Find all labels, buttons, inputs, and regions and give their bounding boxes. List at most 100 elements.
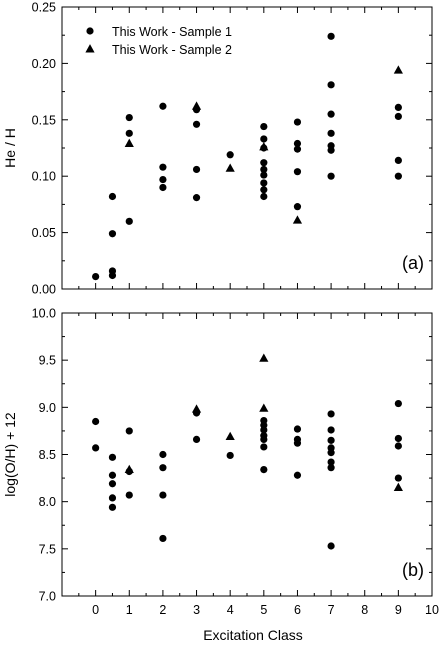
data-point-triangle: [191, 101, 202, 110]
data-point-circle: [125, 113, 133, 122]
legend-label: This Work - Sample 1: [112, 25, 232, 39]
data-point-circle: [125, 129, 133, 137]
data-point-triangle: [124, 138, 134, 147]
data-point-circle: [293, 439, 302, 447]
y-tick-label: 0.15: [32, 113, 56, 127]
data-point-circle: [260, 122, 268, 131]
data-point-circle: [327, 464, 335, 472]
data-point-circle: [260, 171, 268, 179]
x-tick-label: 6: [294, 603, 301, 617]
data-point-circle: [159, 534, 167, 543]
y-tick-label: 8.5: [39, 448, 56, 462]
y-tick-label: 9.0: [39, 401, 56, 415]
x-tick-label: 5: [260, 603, 267, 617]
x-tick-label: 2: [159, 603, 166, 617]
data-point-circle: [260, 192, 268, 201]
data-point-circle: [293, 168, 302, 176]
x-tick-label: 9: [395, 603, 402, 617]
data-point-circle: [394, 103, 402, 111]
data-point-circle: [92, 417, 100, 426]
y-tick-label: 10.0: [32, 307, 56, 321]
data-point-circle: [192, 435, 201, 444]
data-point-circle: [260, 179, 268, 187]
y-tick-label: 0.20: [32, 57, 56, 71]
data-point-circle: [327, 542, 335, 550]
data-point-circle: [260, 135, 268, 143]
data-point-triangle: [259, 353, 269, 362]
legend-label: This Work - Sample 2: [112, 43, 232, 57]
data-point-circle: [327, 110, 335, 118]
x-tick-label: 7: [328, 603, 335, 617]
data-point-triangle: [225, 163, 235, 172]
series-sample-1: [92, 32, 402, 281]
data-point-circle: [327, 146, 335, 154]
data-point-circle: [260, 159, 268, 167]
data-point-circle: [260, 426, 268, 434]
data-point-circle: [394, 442, 402, 450]
data-point-circle: [293, 203, 302, 211]
x-axis-label: Excitation Class: [203, 627, 303, 643]
data-point-circle: [260, 435, 268, 444]
data-point-circle: [293, 471, 302, 479]
y-tick-label: 0.10: [32, 170, 56, 184]
y-tick-label: 9.5: [39, 354, 56, 368]
panel-label: (b): [402, 560, 424, 580]
data-point-circle: [159, 102, 167, 110]
data-point-circle: [327, 172, 335, 180]
data-point-circle: [394, 156, 402, 165]
data-point-circle: [260, 443, 268, 451]
data-point-triangle: [393, 482, 403, 491]
panel-a: 0.00 0.05 0.10 0.15 0.20 0.25 He / H (a) This Wo…: [2, 1, 433, 297]
data-point-circle: [159, 464, 167, 472]
data-point-circle: [125, 491, 133, 499]
data-point-circle: [327, 81, 335, 89]
data-point-circle: [327, 32, 335, 40]
data-point-circle: [159, 175, 167, 184]
y-axis-label: He / H: [2, 128, 18, 168]
legend: This Work - Sample 1 This Work - Sample 2: [85, 25, 232, 57]
data-point-circle: [108, 271, 117, 280]
data-point-circle: [226, 451, 234, 460]
panel-label: (a): [402, 253, 424, 273]
data-point-circle: [394, 112, 402, 121]
data-point-triangle: [292, 215, 303, 224]
data-point-circle: [293, 118, 302, 126]
data-point-circle: [327, 129, 335, 137]
data-point-circle: [394, 399, 402, 408]
y-axis-label: log(O/H) + 12: [2, 412, 18, 497]
data-point-circle: [92, 272, 100, 281]
series-sample-1: [92, 399, 402, 550]
plot-frame: [61, 312, 433, 597]
data-point-circle: [108, 471, 117, 479]
series-sample-2: [124, 353, 403, 491]
data-point-circle: [293, 139, 302, 148]
data-point-circle: [394, 474, 402, 482]
data-point-triangle: [225, 431, 235, 441]
y-tick-label: 7.5: [39, 542, 56, 556]
data-point-circle: [260, 165, 268, 174]
data-point-circle: [108, 494, 117, 502]
data-point-circle: [108, 453, 117, 461]
data-point-circle: [159, 163, 167, 171]
y-tick-label: 0.00: [32, 283, 56, 297]
data-point-circle: [108, 503, 117, 511]
data-point-circle: [108, 230, 117, 238]
y-tick-label: 8.0: [39, 495, 56, 509]
x-tick-label: 10: [425, 603, 439, 617]
legend-circle-marker: [86, 27, 94, 35]
data-point-circle: [192, 165, 201, 174]
data-point-circle: [108, 480, 117, 488]
data-point-circle: [327, 410, 335, 418]
data-point-triangle: [191, 404, 202, 413]
series-sample-2: [124, 65, 403, 224]
x-tick-label: 1: [126, 603, 133, 617]
data-point-triangle: [393, 65, 403, 74]
data-point-triangle: [124, 464, 134, 474]
data-point-circle: [394, 172, 402, 180]
data-point-circle: [327, 426, 335, 434]
data-point-triangle: [259, 142, 269, 151]
data-point-circle: [394, 434, 402, 443]
data-point-circle: [108, 192, 117, 201]
